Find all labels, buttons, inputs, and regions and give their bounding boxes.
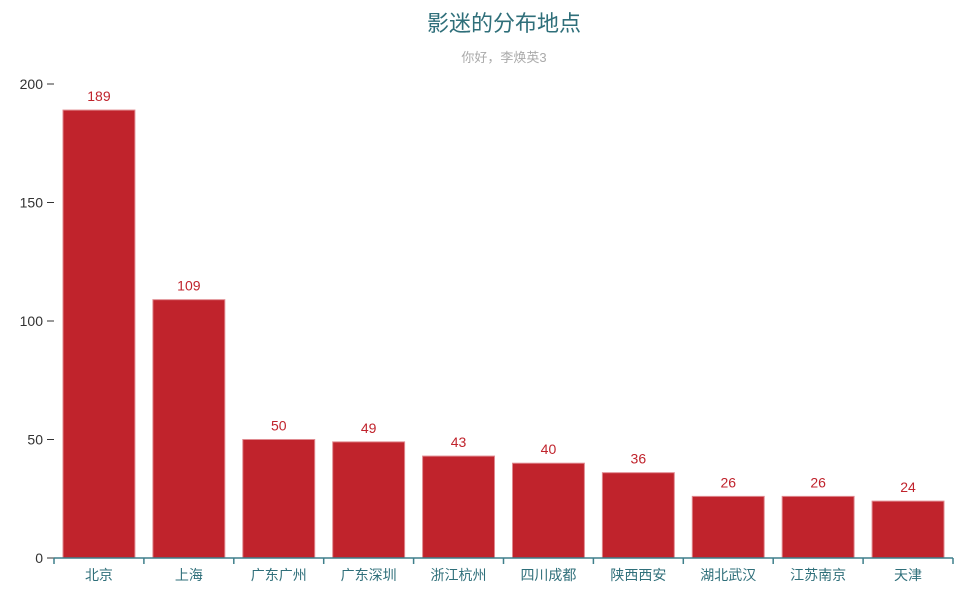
x-tick-label: 广东深圳 — [341, 567, 397, 583]
y-tick-label: 50 — [27, 432, 43, 448]
bar[interactable] — [62, 109, 136, 559]
bar[interactable] — [422, 455, 496, 559]
bar[interactable] — [152, 299, 226, 559]
bar-value-label: 189 — [87, 88, 111, 104]
x-tick-label: 浙江杭州 — [431, 567, 487, 583]
y-tick-label: 200 — [20, 76, 44, 92]
y-tick-label: 0 — [35, 550, 43, 566]
bar-value-label: 109 — [177, 278, 201, 294]
bar-value-label: 26 — [720, 474, 736, 490]
y-tick-label: 150 — [20, 195, 44, 211]
x-tick-label: 上海 — [175, 567, 203, 583]
x-tick-label: 天津 — [894, 567, 922, 583]
y-tick-label: 100 — [20, 313, 44, 329]
bar-value-label: 49 — [361, 420, 377, 436]
x-tick-label: 陕西西安 — [610, 567, 666, 583]
bar[interactable] — [332, 441, 406, 559]
bar[interactable] — [511, 462, 585, 559]
bar[interactable] — [691, 495, 765, 559]
bar-value-label: 26 — [810, 474, 826, 490]
bar[interactable] — [601, 472, 675, 559]
bar-value-label: 43 — [451, 434, 467, 450]
bar[interactable] — [781, 495, 855, 559]
bars: 189 109 50 49 43 40 36 26 26 24 — [62, 88, 945, 559]
bar[interactable] — [242, 439, 316, 559]
chart-subtitle: 你好，李焕英3 — [461, 50, 546, 65]
x-axis: 北京 上海 广东广州 广东深圳 浙江杭州 四川成都 陕西西安 湖北武汉 江苏南京 天津 — [53, 557, 954, 583]
bar-value-label: 36 — [631, 451, 647, 467]
x-tick-label: 广东广州 — [251, 567, 307, 583]
x-tick-label: 江苏南京 — [790, 567, 846, 583]
chart-title: 影迷的分布地点 — [427, 11, 581, 36]
y-axis: 0 50 100 150 200 — [20, 76, 54, 566]
x-tick-label: 四川成都 — [520, 567, 576, 583]
bar-value-label: 50 — [271, 418, 287, 434]
bar-value-label: 40 — [541, 441, 557, 457]
x-tick-label: 湖北武汉 — [700, 567, 756, 583]
x-tick-label: 北京 — [85, 567, 113, 583]
bar[interactable] — [871, 500, 945, 559]
bar-value-label: 24 — [900, 479, 916, 495]
